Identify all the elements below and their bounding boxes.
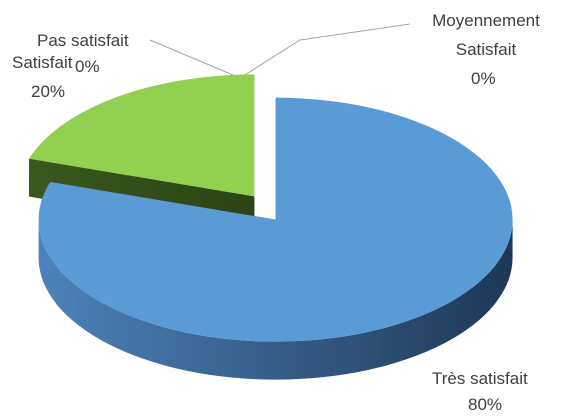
slice-side xyxy=(38,219,513,380)
category-label: Moyennement Satisfait xyxy=(432,11,540,59)
slice xyxy=(38,97,513,342)
value-label: 0% xyxy=(75,57,100,76)
category-label: Pas satisfait xyxy=(37,31,129,50)
category-label: Satisfait xyxy=(12,53,73,72)
category-label: Très satisfait xyxy=(432,369,528,388)
value-label: 0% xyxy=(471,69,496,88)
value-label: 20% xyxy=(31,82,66,101)
leader-line xyxy=(149,39,241,79)
value-label: 80% xyxy=(468,395,503,414)
slice xyxy=(29,74,255,197)
leader-line xyxy=(239,23,411,79)
